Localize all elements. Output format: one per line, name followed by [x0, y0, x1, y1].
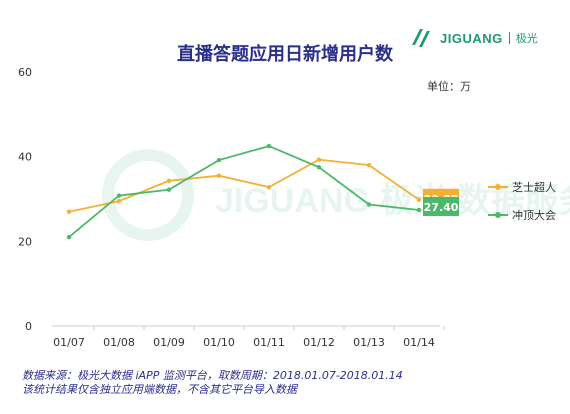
series-line: [68, 145, 420, 238]
data-point: [166, 178, 172, 183]
data-point: [366, 202, 372, 207]
jiguang-logo-icon: [412, 29, 430, 47]
data-point: [166, 187, 172, 192]
data-point: [266, 184, 272, 190]
x-tick-label: 01/08: [103, 336, 135, 349]
legend-swatch-orange: [488, 182, 508, 192]
y-tick-label: 0: [25, 320, 32, 333]
brand-separator: [508, 32, 510, 44]
watermark-logo-icon: [102, 149, 194, 241]
y-tick-label: 20: [18, 235, 32, 248]
data-source-note: 数据来源：极光大数据 iAPP 监测平台，取数周期：2018.01.07-201…: [22, 369, 403, 382]
data-point: [416, 207, 422, 213]
end-value-badge: [423, 197, 459, 217]
x-tick-label: 01/11: [253, 336, 285, 349]
end-value-label: 27.40: [424, 201, 459, 214]
brand-logo: JIGUANG 极光: [408, 24, 538, 52]
x-tick-label: 01/07: [53, 336, 85, 349]
y-tick-label: 40: [18, 151, 32, 164]
data-point: [66, 209, 72, 214]
data-point: [366, 162, 372, 168]
x-tick-label: 01/09: [153, 336, 185, 349]
x-tick-label: 01/10: [203, 336, 235, 349]
data-point: [216, 157, 222, 163]
data-point: [316, 165, 322, 170]
chart-title: 直播答题应用日新增用户数: [177, 44, 393, 65]
data-point: [216, 173, 222, 178]
data-point: [416, 197, 422, 202]
watermark-text: JIGUANG 极光 数据服务: [215, 182, 570, 220]
unit-label: 单位：万: [427, 80, 471, 93]
watermark: JIGUANG 极光 数据服务: [102, 149, 570, 241]
data-point: [316, 157, 322, 162]
legend-label: 冲顶大会: [512, 209, 556, 222]
footer-note: 数据来源：极光大数据 iAPP 监测平台，取数周期：2018.01.07-201…: [22, 369, 403, 397]
brand-name: JIGUANG: [440, 30, 503, 46]
legend-item-zhishi: 芝士超人: [488, 180, 556, 194]
scope-note: 该统计结果仅含独立应用端数据，不含其它平台导入数据: [22, 383, 297, 396]
legend: 芝士超人 冲顶大会: [488, 180, 556, 236]
brand-name-cn: 极光: [515, 32, 538, 45]
data-point: [116, 198, 122, 204]
data-point: [66, 234, 72, 240]
legend-swatch-green: [488, 210, 508, 220]
x-tick-label: 01/12: [303, 336, 335, 349]
series-line: [68, 158, 420, 213]
data-point: [266, 143, 272, 149]
x-tick-label: 01/14: [403, 336, 435, 349]
data-point: [116, 193, 122, 198]
x-tick-label: 01/13: [353, 336, 385, 349]
y-tick-label: 60: [18, 66, 32, 79]
legend-item-chongding: 冲顶大会: [488, 208, 556, 222]
legend-label: 芝士超人: [512, 181, 556, 194]
